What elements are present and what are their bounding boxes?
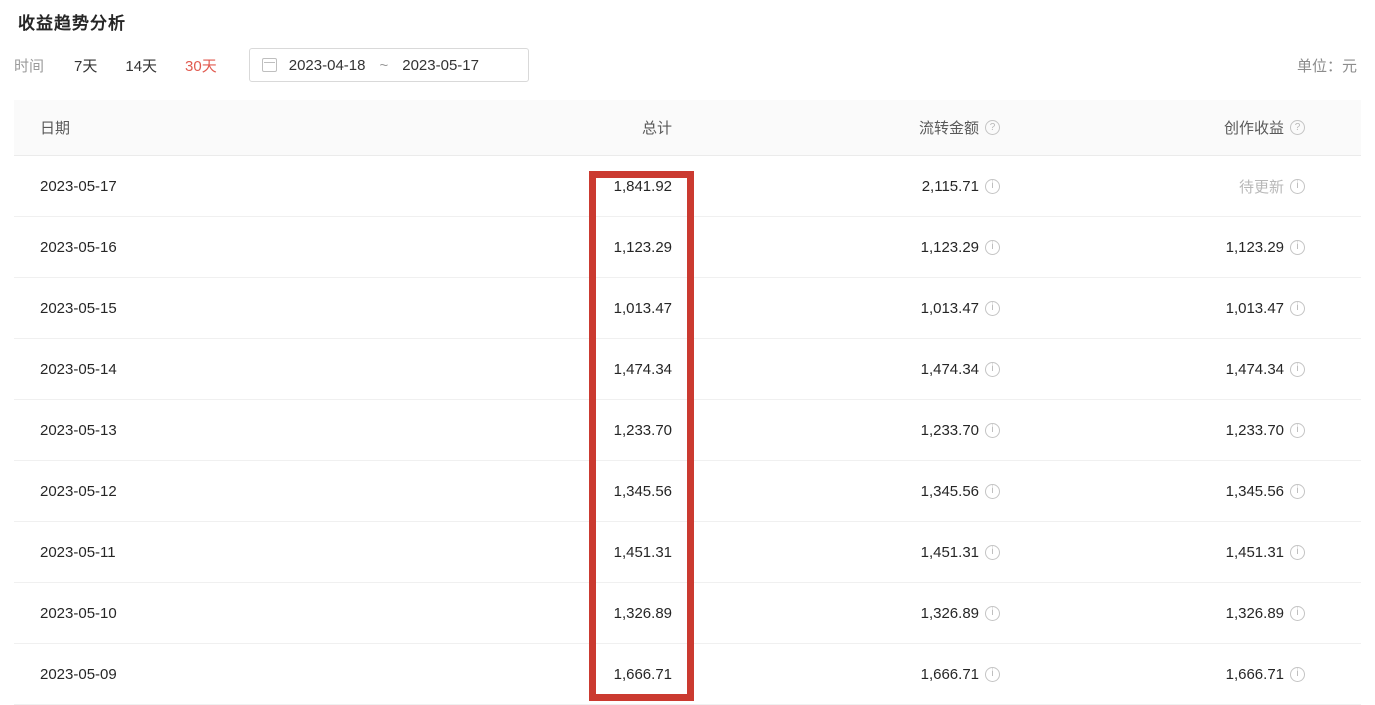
cell-total: 1,451.31	[613, 543, 672, 561]
time-filter-label: 时间	[14, 57, 45, 75]
date-range-separator: ~	[379, 56, 389, 74]
info-icon[interactable]: i	[1290, 300, 1305, 316]
info-icon[interactable]: i	[985, 483, 1000, 499]
cell-transfer: 1,474.34 i	[672, 361, 1000, 378]
cell-transfer: 1,326.89 i	[672, 605, 1000, 622]
table-row: 2023-05-17 1,841.92 2,115.71 i 待更新 i	[14, 156, 1361, 217]
table-row: 2023-05-14 1,474.34 1,474.34 i 1,474.34 i	[14, 339, 1361, 400]
col-header-creation: 创作收益 ?	[1000, 117, 1361, 138]
table-row: 2023-05-09 1,666.71 1,666.71 i 1,666.71 i	[14, 644, 1361, 705]
table-row: 2023-05-10 1,326.89 1,326.89 i 1,326.89 i	[14, 583, 1361, 644]
cell-creation: 1,013.47 i	[1000, 300, 1361, 317]
revenue-table: 日期 总计 流转金额 ? 创作收益 ? 2023-05-17 1,841.92 …	[14, 100, 1361, 705]
cell-date: 2023-05-09	[40, 665, 117, 683]
info-icon[interactable]: i	[1290, 361, 1305, 377]
cell-total: 1,474.34	[613, 360, 672, 378]
cell-creation: 1,345.56 i	[1000, 483, 1361, 500]
info-icon[interactable]: i	[985, 300, 1000, 316]
info-icon[interactable]: i	[985, 178, 1000, 194]
help-icon[interactable]: ?	[1290, 120, 1305, 135]
cell-date: 2023-05-14	[40, 360, 117, 378]
cell-total: 1,841.92	[613, 177, 672, 195]
info-icon[interactable]: i	[1290, 544, 1305, 560]
cell-transfer: 1,123.29 i	[672, 239, 1000, 256]
info-icon[interactable]: i	[1290, 666, 1305, 682]
date-range-start[interactable]: 2023-04-18	[288, 56, 366, 74]
info-icon[interactable]: i	[985, 666, 1000, 682]
info-icon[interactable]: i	[985, 361, 1000, 377]
cell-date: 2023-05-13	[40, 421, 117, 439]
cell-transfer: 2,115.71 i	[672, 178, 1000, 195]
cell-transfer: 1,013.47 i	[672, 300, 1000, 317]
cell-total: 1,233.70	[613, 421, 672, 439]
info-icon[interactable]: i	[985, 544, 1000, 560]
revenue-trend-page: { "page": { "title": "收益趋势分析", "unit_lab…	[0, 9, 1375, 705]
cell-date: 2023-05-11	[40, 543, 116, 561]
info-icon[interactable]: i	[1290, 422, 1305, 438]
help-icon[interactable]: ?	[985, 120, 1000, 135]
cell-transfer: 1,451.31 i	[672, 544, 1000, 561]
table-row: 2023-05-13 1,233.70 1,233.70 i 1,233.70 i	[14, 400, 1361, 461]
filter-bar: 时间 7天 14天 30天 2023-04-18 ~ 2023-05-17 单位…	[14, 47, 1357, 83]
cell-total: 1,326.89	[613, 604, 672, 622]
col-header-transfer: 流转金额 ?	[672, 117, 1000, 138]
cell-transfer: 1,233.70 i	[672, 422, 1000, 439]
cell-date: 2023-05-12	[40, 482, 117, 500]
cell-creation: 待更新 i	[1000, 176, 1361, 197]
cell-creation: 1,474.34 i	[1000, 361, 1361, 378]
cell-transfer: 1,666.71 i	[672, 666, 1000, 683]
cell-date: 2023-05-15	[40, 299, 117, 317]
cell-transfer: 1,345.56 i	[672, 483, 1000, 500]
cell-date: 2023-05-17	[40, 177, 117, 195]
date-range-end[interactable]: 2023-05-17	[402, 56, 479, 74]
unit-label: 单位：元	[1296, 57, 1357, 75]
table-row: 2023-05-16 1,123.29 1,123.29 i 1,123.29 i	[14, 217, 1361, 278]
cell-total: 1,123.29	[613, 238, 672, 256]
info-icon[interactable]: i	[1290, 605, 1305, 621]
calendar-icon	[261, 58, 277, 72]
info-icon[interactable]: i	[985, 605, 1000, 621]
cell-date: 2023-05-16	[40, 238, 117, 256]
table-row: 2023-05-12 1,345.56 1,345.56 i 1,345.56 i	[14, 461, 1361, 522]
cell-creation: 1,123.29 i	[1000, 239, 1361, 256]
cell-creation: 1,666.71 i	[1000, 666, 1361, 683]
cell-date: 2023-05-10	[40, 604, 117, 622]
table-row: 2023-05-11 1,451.31 1,451.31 i 1,451.31 i	[14, 522, 1361, 583]
date-range-picker[interactable]: 2023-04-18 ~ 2023-05-17	[248, 48, 529, 82]
cell-creation: 1,326.89 i	[1000, 605, 1361, 622]
cell-creation: 1,233.70 i	[1000, 422, 1361, 439]
info-icon[interactable]: i	[985, 239, 1000, 255]
col-header-date: 日期	[40, 120, 71, 137]
cell-creation: 1,451.31 i	[1000, 544, 1361, 561]
info-icon[interactable]: i	[1290, 239, 1305, 255]
info-icon[interactable]: i	[1290, 483, 1305, 499]
cell-total: 1,345.56	[613, 482, 672, 500]
table-row: 2023-05-15 1,013.47 1,013.47 i 1,013.47 i	[14, 278, 1361, 339]
cell-total: 1,013.47	[613, 299, 672, 317]
table-header-row: 日期 总计 流转金额 ? 创作收益 ?	[14, 100, 1361, 156]
range-tab-14d[interactable]: 14天	[125, 57, 158, 75]
page-title: 收益趋势分析	[18, 14, 126, 33]
info-icon[interactable]: i	[985, 422, 1000, 438]
cell-total: 1,666.71	[613, 665, 672, 683]
range-tab-30d[interactable]: 30天	[185, 57, 217, 75]
range-tab-7d[interactable]: 7天	[74, 57, 98, 75]
info-icon[interactable]: i	[1290, 178, 1305, 194]
col-header-total: 总计	[641, 120, 672, 137]
